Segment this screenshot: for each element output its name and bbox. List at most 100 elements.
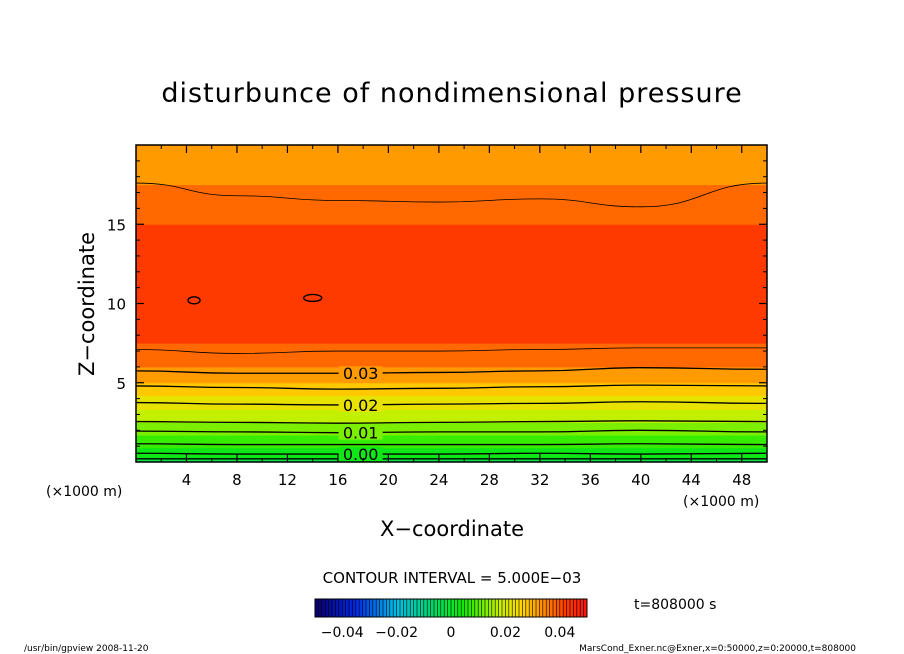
field-band	[136, 413, 767, 417]
field-band	[136, 341, 767, 344]
colorbar-swatch	[434, 599, 438, 617]
field-band	[136, 374, 767, 377]
field-band	[136, 233, 767, 236]
field-band	[136, 258, 767, 262]
field-band	[136, 345, 767, 349]
colorbar-swatch	[495, 599, 499, 617]
field-band	[136, 244, 767, 247]
contour-label-bg	[338, 447, 383, 462]
field-band	[136, 306, 767, 309]
field-band	[136, 201, 767, 205]
field-band	[136, 298, 767, 301]
field-band	[136, 415, 767, 419]
field-band	[136, 401, 767, 404]
field-band	[136, 385, 767, 389]
field-band	[136, 215, 767, 219]
field-band	[136, 234, 767, 238]
field-band	[136, 230, 767, 233]
contour-label-bg	[338, 366, 383, 381]
colorbar-swatch	[488, 599, 493, 617]
closed-contour	[302, 293, 323, 303]
field-band	[136, 192, 767, 195]
field-band	[136, 451, 767, 455]
field-band	[136, 199, 767, 203]
field-band	[136, 326, 767, 330]
field-band	[136, 409, 767, 412]
colorbar-swatch	[508, 599, 513, 617]
field-band	[136, 241, 767, 244]
time-label: t=808000 s	[634, 597, 716, 613]
colorbar-swatch	[359, 599, 363, 617]
contour-line	[136, 429, 767, 434]
colorbar-swatch	[355, 599, 360, 617]
field-band	[136, 177, 767, 181]
field-band	[136, 193, 767, 197]
contour-labels: 0.03 0.02 0.01 0.00	[338, 364, 383, 464]
field-band	[136, 448, 767, 452]
field-band	[136, 331, 767, 335]
colorbar-swatch	[332, 599, 336, 617]
colorbar-swatch	[413, 599, 418, 617]
field-band	[136, 176, 767, 179]
colorbar-swatch	[444, 599, 448, 617]
field-band	[136, 222, 767, 225]
colorbar-swatch	[474, 599, 479, 617]
field-band	[136, 280, 767, 284]
x-tick-label: 16	[328, 471, 347, 489]
field-band	[136, 204, 767, 208]
field-band	[136, 274, 767, 278]
contour-line	[136, 347, 767, 354]
field-band	[136, 242, 767, 246]
field-band	[136, 179, 767, 182]
field-band	[136, 453, 767, 457]
field-band	[136, 388, 767, 392]
field-band	[136, 459, 767, 462]
colorbar-swatch	[454, 599, 459, 617]
colorbar-swatch	[406, 599, 411, 617]
colorbar-swatch	[393, 599, 397, 617]
field-band	[136, 231, 767, 235]
colorbar-swatch	[563, 599, 567, 617]
field-band	[136, 314, 767, 317]
field-band	[136, 226, 767, 230]
colorbar-swatch	[335, 599, 340, 617]
field-band	[136, 406, 767, 409]
field-band	[136, 282, 767, 285]
field-band	[136, 429, 767, 433]
field-band	[136, 249, 767, 252]
field-band	[136, 317, 767, 320]
field-band	[136, 399, 767, 403]
colorbar-swatch	[478, 599, 482, 617]
footer-right: MarsCond_Exner.nc@Exner,x=0:50000,z=0:20…	[579, 644, 856, 654]
field-band	[136, 366, 767, 369]
x-tick-label: 20	[379, 471, 398, 489]
field-band	[136, 336, 767, 339]
field-band	[136, 364, 767, 368]
closed-contour	[187, 296, 201, 305]
colorbar-swatch	[566, 599, 571, 617]
colorbar-swatch	[485, 599, 489, 617]
field-band	[136, 299, 767, 303]
colorbar-swatch	[491, 599, 496, 617]
colorbar-swatch	[532, 599, 537, 617]
field-band	[136, 269, 767, 273]
colorbar-swatch	[553, 599, 557, 617]
x-tick-label: 28	[480, 471, 499, 489]
colorbar-tick-label: 0.04	[544, 625, 575, 641]
field-band	[136, 250, 767, 254]
colorbar-swatch	[461, 599, 465, 617]
field-band	[136, 157, 767, 160]
field-band	[136, 155, 767, 159]
colorbar-swatch	[410, 599, 414, 617]
x-tick-label: 48	[732, 471, 751, 489]
field-band	[136, 348, 767, 352]
field-band	[136, 360, 767, 363]
colorbar-tick-label: −0.04	[321, 625, 364, 641]
field-band	[136, 437, 767, 441]
field-band	[136, 295, 767, 298]
field-band	[136, 398, 767, 401]
field-band	[136, 383, 767, 387]
x-axis-label: X−coordinate	[380, 517, 524, 541]
field-band	[136, 263, 767, 266]
field-band	[136, 253, 767, 257]
